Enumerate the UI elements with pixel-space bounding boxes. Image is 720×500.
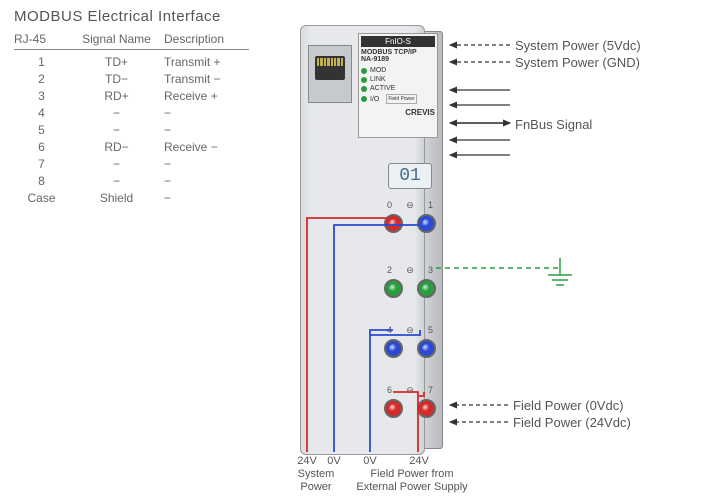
terminal-pair: 4⊖5 bbox=[384, 325, 436, 361]
terminal-3 bbox=[417, 279, 436, 298]
table-row: 6RD−Receive − bbox=[14, 139, 249, 156]
table-row: 1TD+Transmit + bbox=[14, 54, 249, 71]
header-signal: Signal Name bbox=[69, 32, 164, 46]
header-rj45: RJ-45 bbox=[14, 32, 69, 46]
terminal-1 bbox=[417, 214, 436, 233]
table-header: RJ-45 Signal Name Description bbox=[14, 32, 249, 50]
led-list: MOD LINK ACTIVE I/OField Power bbox=[361, 67, 435, 104]
label-field-power: Field Power from External Power Supply bbox=[352, 468, 472, 494]
rj45-jack bbox=[308, 45, 352, 103]
label-sys-5v: System Power (5Vdc) bbox=[515, 38, 641, 53]
table-row: 5−− bbox=[14, 122, 249, 139]
page-title: MODBUS Electrical Interface bbox=[14, 8, 221, 25]
terminal-2 bbox=[384, 279, 403, 298]
rj45-pins bbox=[317, 58, 343, 66]
led-row: LINK bbox=[361, 76, 435, 83]
led-row: MOD bbox=[361, 67, 435, 74]
terminal-6 bbox=[384, 399, 403, 418]
label-sys-0v: 0V bbox=[322, 455, 346, 468]
table-row: 3RD+Receive + bbox=[14, 88, 249, 105]
device-module: FnIO-S MODBUS TCP/IP NA-9189 MOD LINK ACTI… bbox=[300, 25, 445, 465]
terminal-4 bbox=[384, 339, 403, 358]
led-row: ACTIVE bbox=[361, 85, 435, 92]
label-field-0v: Field Power (0Vdc) bbox=[513, 398, 624, 413]
device-model: NA-9189 bbox=[361, 56, 435, 63]
terminal-5 bbox=[417, 339, 436, 358]
screw-icon: ⊖ bbox=[406, 325, 414, 336]
pinout-table: RJ-45 Signal Name Description 1TD+Transm… bbox=[14, 32, 249, 207]
table-row: CaseShield− bbox=[14, 190, 249, 207]
label-system-power: System Power bbox=[286, 468, 346, 494]
led-row: I/OField Power bbox=[361, 94, 435, 104]
table-row: 2TD−Transmit − bbox=[14, 71, 249, 88]
terminal-0 bbox=[384, 214, 403, 233]
screw-icon: ⊖ bbox=[406, 200, 414, 211]
terminal-7 bbox=[417, 399, 436, 418]
label-sys-24v: 24V bbox=[292, 455, 322, 468]
screw-icon: ⊖ bbox=[406, 265, 414, 276]
table-row: 8−− bbox=[14, 173, 249, 190]
led-dot bbox=[361, 77, 367, 83]
header-desc: Description bbox=[164, 32, 249, 46]
table-row: 4−− bbox=[14, 105, 249, 122]
device-series: FnIO-S bbox=[361, 36, 435, 47]
led-dot bbox=[361, 68, 367, 74]
label-fnbus: FnBus Signal bbox=[515, 117, 592, 132]
label-fld-24v: 24V bbox=[404, 455, 434, 468]
terminal-pair: 2⊖3 bbox=[384, 265, 436, 301]
device-protocol: MODBUS TCP/IP bbox=[361, 49, 435, 56]
label-sys-gnd: System Power (GND) bbox=[515, 55, 640, 70]
device-brand: CREVIS bbox=[361, 108, 435, 117]
terminal-pair: 0⊖1 bbox=[384, 200, 436, 236]
table-row: 7−− bbox=[14, 156, 249, 173]
address-display: 01 bbox=[388, 163, 432, 189]
led-dot bbox=[361, 96, 367, 102]
device-info-panel: FnIO-S MODBUS TCP/IP NA-9189 MOD LINK ACTI… bbox=[358, 33, 438, 138]
label-field-24v: Field Power (24Vdc) bbox=[513, 415, 631, 430]
terminal-pair: 6⊖7 bbox=[384, 385, 436, 421]
screw-icon: ⊖ bbox=[406, 385, 414, 396]
label-fld-0v: 0V bbox=[358, 455, 382, 468]
led-dot bbox=[361, 86, 367, 92]
